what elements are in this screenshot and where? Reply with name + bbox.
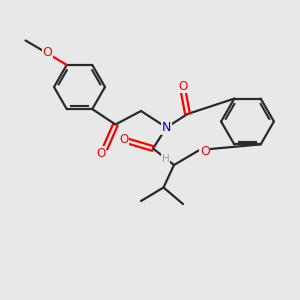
Text: O: O — [42, 46, 52, 59]
Text: N: N — [162, 121, 171, 134]
Text: H: H — [162, 154, 170, 164]
Text: O: O — [96, 146, 105, 160]
Text: O: O — [200, 145, 210, 158]
Text: O: O — [178, 80, 188, 93]
Text: O: O — [119, 133, 128, 146]
